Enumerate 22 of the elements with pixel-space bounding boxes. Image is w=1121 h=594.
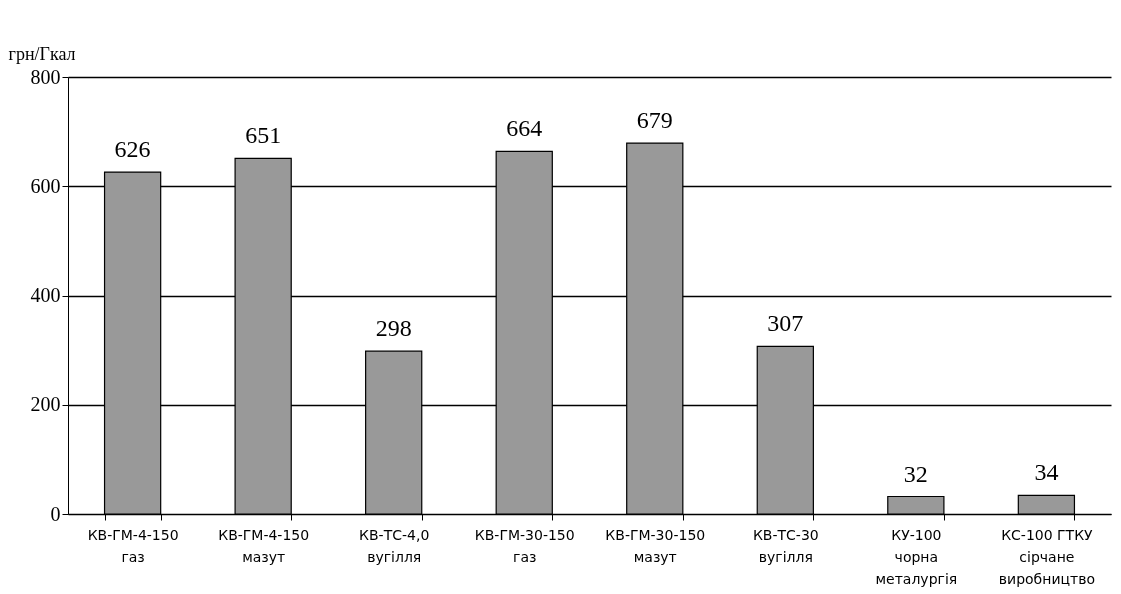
y-axis-title: грн/Гкал [8, 43, 76, 64]
data-label: 626 [114, 136, 151, 163]
data-label: 32 [903, 460, 928, 487]
x-tick-label: КВ-ТС-4,0 вугілля [359, 526, 430, 565]
x-tick-label: КВ-ТС-30 вугілля [752, 526, 819, 565]
y-tick-label: 0 [50, 502, 61, 525]
y-tick-label: 600 [30, 174, 61, 197]
x-tick-label: КВ-ГМ-4-150 мазут [218, 526, 310, 565]
x-tick-label: КВ-ГМ-30-150 газ [474, 526, 575, 565]
x-tick-label: КВ-ГМ-4-150 газ [87, 526, 179, 565]
data-label: 307 [767, 310, 804, 337]
y-tick-label: 200 [30, 393, 61, 416]
x-tick-label: КВ-ГМ-30-150 мазут [605, 526, 706, 565]
data-label: 664 [506, 115, 543, 142]
data-label: 651 [245, 122, 282, 149]
data-label: 34 [1034, 459, 1059, 486]
x-tick-label: КУ-100 чорна металургія [875, 526, 958, 587]
y-tick-label: 800 [30, 65, 61, 88]
y-tick-label: 400 [30, 284, 61, 306]
data-label: 298 [375, 315, 412, 342]
x-tick-label: КС-100 ГТКУ сірчане виробництво [998, 526, 1095, 587]
data-label: 679 [636, 107, 673, 134]
